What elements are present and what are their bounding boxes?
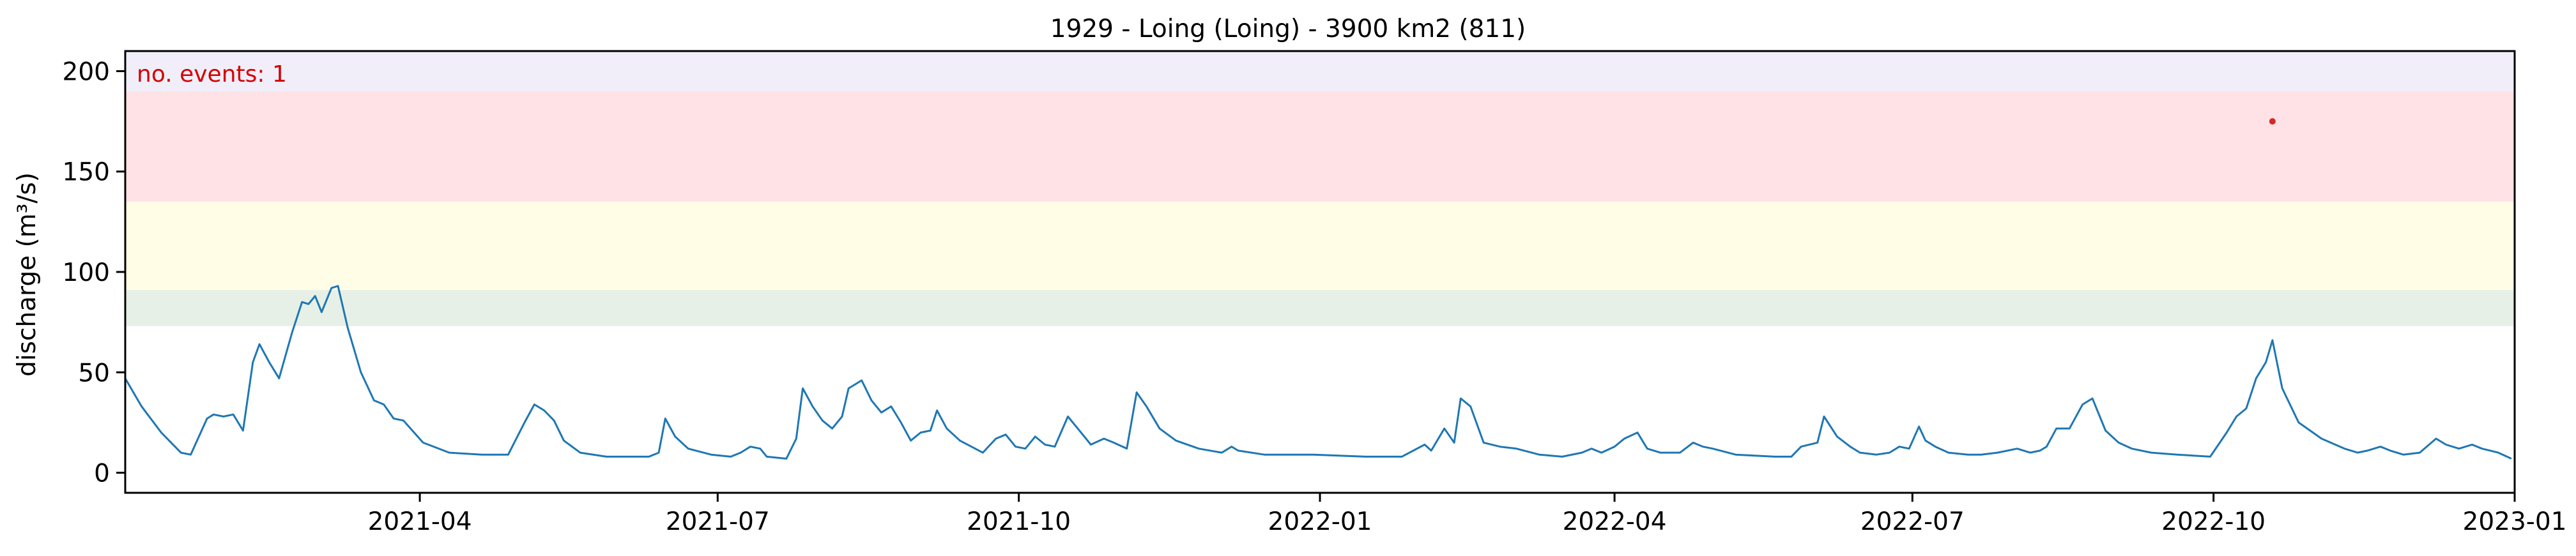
discharge-series bbox=[124, 285, 2512, 460]
x-tick-label: 2022-01 bbox=[1268, 507, 1372, 536]
x-axis-ticks: 2021-04 2021-07 2021-10 2022-01 2022-04 2022-… bbox=[368, 493, 2567, 536]
x-tick-label: 2022-04 bbox=[1563, 507, 1667, 536]
event-point bbox=[2269, 118, 2276, 125]
threshold-band-0 bbox=[125, 290, 2515, 326]
x-tick-label: 2021-10 bbox=[967, 507, 1071, 536]
x-tick-label: 2022-10 bbox=[2161, 507, 2266, 536]
event-markers bbox=[2269, 118, 2276, 125]
x-tick-label: 2021-04 bbox=[368, 507, 472, 536]
chart-title: 1929 - Loing (Loing) - 3900 km2 (811) bbox=[1050, 15, 1526, 43]
y-tick-label: 150 bbox=[63, 158, 110, 187]
y-tick-label: 100 bbox=[63, 259, 110, 287]
y-tick-label: 200 bbox=[63, 57, 110, 86]
y-tick-label: 50 bbox=[78, 359, 110, 387]
y-axis-ticks: 0 50 100 150 200 bbox=[63, 57, 125, 488]
threshold-band-2 bbox=[125, 91, 2515, 202]
y-tick-label: 0 bbox=[94, 460, 110, 488]
threshold-bands bbox=[125, 51, 2515, 326]
series-line-0 bbox=[124, 285, 2512, 460]
events-annotation: no. events: 1 bbox=[137, 61, 287, 87]
x-tick-label: 2021-07 bbox=[666, 507, 770, 536]
threshold-band-1 bbox=[125, 201, 2515, 290]
x-tick-label: 2023-01 bbox=[2463, 507, 2567, 536]
threshold-band-3 bbox=[125, 51, 2515, 91]
x-tick-label: 2022-07 bbox=[1860, 507, 1965, 536]
y-axis-label: discharge (m³/s) bbox=[13, 172, 42, 377]
plot-frame bbox=[124, 50, 2516, 494]
